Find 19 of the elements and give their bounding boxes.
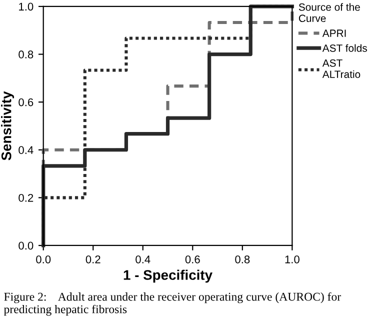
legend-title: Source of the Curve <box>298 3 360 22</box>
x-tick-label: 1.0 <box>285 255 300 264</box>
y-tick-label: 0.4 <box>18 146 34 154</box>
x-axis-title: 1 - Specificity <box>124 270 212 283</box>
x-tick-label: 0.6 <box>185 255 200 264</box>
y-tick-label: 0.2 <box>18 194 34 202</box>
y-tick-label: 1.0 <box>19 2 34 11</box>
x-tick-label: 0.2 <box>86 255 100 264</box>
y-tick-label: 0.8 <box>18 50 34 58</box>
legend-label: AST folds <box>322 44 367 52</box>
x-tick-label: 0.8 <box>235 255 250 264</box>
y-tick-label: 0.6 <box>18 98 34 106</box>
caption: Figure 2: Adult area under the receiver operating curve (AUROC) for predicting hepatic fibrosis <box>4 292 341 316</box>
y-axis-title: Sensitivity <box>1 91 14 160</box>
legend-label: APRI <box>322 30 346 37</box>
x-tick-label: 0.4 <box>136 255 150 264</box>
y-tick-label: 0.0 <box>18 242 34 250</box>
x-tick-label: 0.0 <box>36 255 51 264</box>
legend-label: AST ALTratio <box>322 59 360 78</box>
